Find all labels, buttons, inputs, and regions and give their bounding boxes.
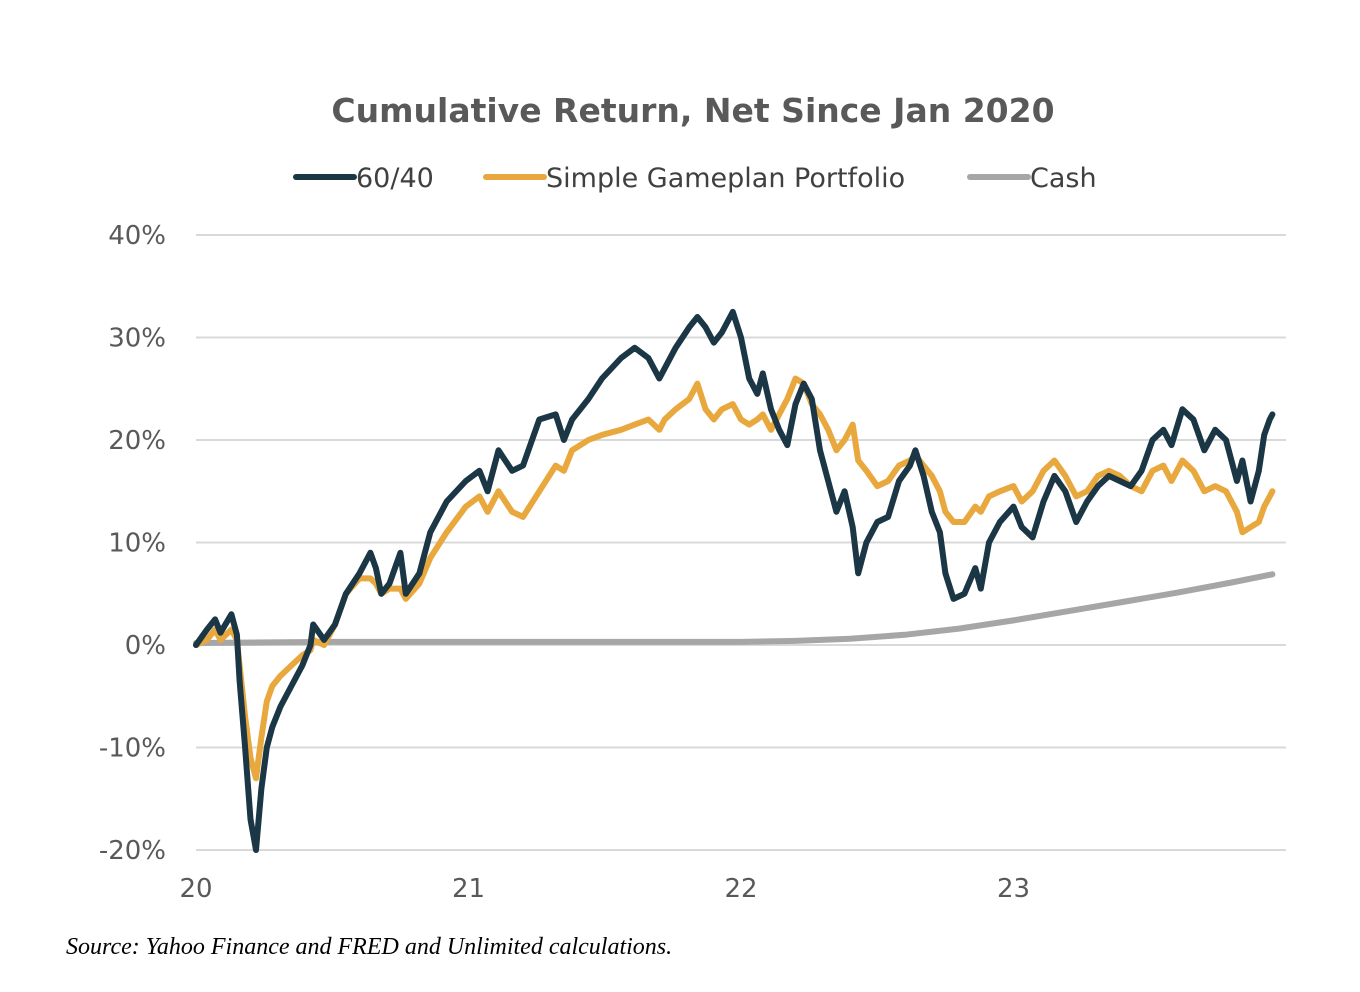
x-tick-label: 20	[179, 874, 212, 904]
legend-label: Simple Gameplan Portfolio	[546, 163, 905, 194]
y-axis-tick-labels: 40% 30% 20% 10% 0% -10% -20%	[99, 221, 166, 866]
legend: 60/40 Simple Gameplan Portfolio Cash	[293, 163, 1097, 194]
y-tick-label: -20%	[99, 836, 166, 866]
y-tick-label: 20%	[108, 426, 166, 456]
y-tick-label: 40%	[108, 221, 166, 251]
legend-label: Cash	[1030, 163, 1097, 194]
x-tick-label: 21	[452, 874, 485, 904]
series-lines	[193, 308, 1276, 853]
source-note: Source: Yahoo Finance and FRED and Unlim…	[66, 934, 673, 960]
y-tick-label: 30%	[108, 324, 166, 354]
y-tick-label: -10%	[99, 734, 166, 764]
series-line-cash	[193, 571, 1276, 646]
legend-label: 60/40	[356, 163, 434, 194]
chart: Cumulative Return, Net Since Jan 2020 60…	[99, 91, 1286, 904]
y-tick-label: 10%	[108, 529, 166, 559]
series-line-60-40	[193, 308, 1276, 853]
x-tick-label: 23	[997, 874, 1030, 904]
y-tick-label: 0%	[125, 631, 166, 661]
gridlines	[196, 234, 1286, 851]
x-axis-tick-labels: 20 21 22 23	[179, 874, 1030, 904]
chart-title: Cumulative Return, Net Since Jan 2020	[331, 91, 1054, 130]
x-tick-label: 22	[724, 874, 757, 904]
